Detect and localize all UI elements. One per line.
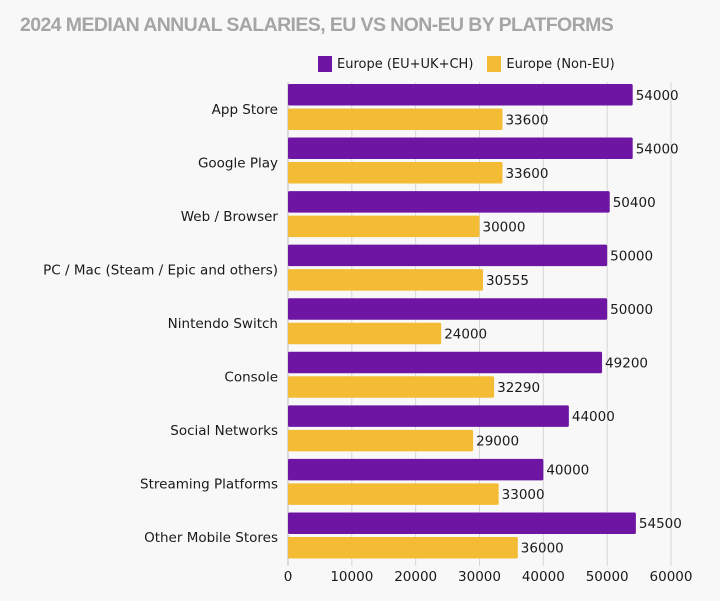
- x-tick-label: 50000: [586, 569, 629, 585]
- chart-title: 2024 MEDIAN ANNUAL SALARIES, EU VS NON-E…: [20, 14, 614, 36]
- bar-eu: [288, 137, 633, 160]
- data-label: 40000: [546, 463, 589, 479]
- x-tick-label: 30000: [458, 569, 501, 585]
- data-label: 49200: [605, 356, 648, 372]
- category-label: Web / Browser: [181, 209, 279, 225]
- category-label: Social Networks: [170, 423, 278, 439]
- data-label: 54000: [636, 141, 679, 157]
- labels: 0 10000 20000 30000 40000 50000 60000 App Store…: [43, 88, 692, 585]
- bar-eu: [288, 351, 603, 374]
- bar-eu: [288, 405, 569, 427]
- bar-non-eu: [288, 322, 442, 345]
- legend-label-non-eu: Europe (Non-EU): [506, 56, 615, 72]
- bar-non-eu: [288, 483, 499, 505]
- x-tick-label: 10000: [330, 569, 373, 585]
- bar-non-eu: [288, 269, 484, 291]
- legend: Europe (EU+UK+CH) Europe (Non-EU): [318, 56, 629, 72]
- bar-non-eu: [288, 429, 474, 452]
- bar-non-eu: [288, 108, 503, 130]
- bar-eu: [288, 191, 610, 213]
- bar-eu: [288, 458, 544, 481]
- bar-eu: [288, 512, 636, 534]
- data-label: 32290: [497, 380, 540, 396]
- category-label: Console: [224, 370, 278, 386]
- bar-non-eu: [288, 376, 495, 398]
- category-label: Google Play: [198, 155, 278, 171]
- legend-item-eu: Europe (EU+UK+CH): [318, 56, 473, 72]
- legend-swatch-non-eu: [487, 56, 502, 72]
- data-label: 30000: [483, 219, 526, 235]
- category-label: PC / Mac (Steam / Epic and others): [43, 262, 278, 278]
- category-label: Streaming Platforms: [140, 477, 278, 493]
- data-label: 54500: [639, 516, 682, 532]
- data-label: 44000: [572, 409, 615, 425]
- bar-eu: [288, 298, 608, 320]
- category-label: Nintendo Switch: [168, 316, 278, 332]
- legend-item-non-eu: Europe (Non-EU): [487, 56, 615, 72]
- data-label: 33000: [502, 487, 545, 503]
- data-label: 50000: [610, 302, 653, 318]
- data-label: 33600: [505, 112, 548, 128]
- data-label: 24000: [444, 326, 487, 342]
- x-tick-label: 60000: [650, 569, 693, 585]
- data-label: 36000: [521, 541, 564, 557]
- bars: [288, 84, 636, 559]
- legend-label-eu: Europe (EU+UK+CH): [337, 56, 474, 72]
- x-tick-label: 20000: [394, 569, 437, 585]
- legend-swatch-eu: [318, 56, 332, 72]
- data-label: 50000: [610, 248, 653, 264]
- bar-non-eu: [288, 215, 480, 238]
- bar-non-eu: [288, 162, 503, 184]
- data-label: 50400: [613, 195, 656, 211]
- data-label: 33600: [505, 166, 548, 182]
- x-tick-label: 40000: [522, 569, 565, 585]
- bar-eu: [288, 244, 608, 267]
- category-label: App Store: [212, 102, 278, 118]
- x-tick-label: 0: [284, 569, 293, 585]
- bar-non-eu: [288, 536, 518, 559]
- bar-eu: [288, 84, 633, 106]
- data-label: 54000: [636, 88, 679, 104]
- data-label: 30555: [486, 273, 529, 289]
- data-label: 29000: [476, 434, 519, 450]
- category-label: Other Mobile Stores: [144, 530, 278, 546]
